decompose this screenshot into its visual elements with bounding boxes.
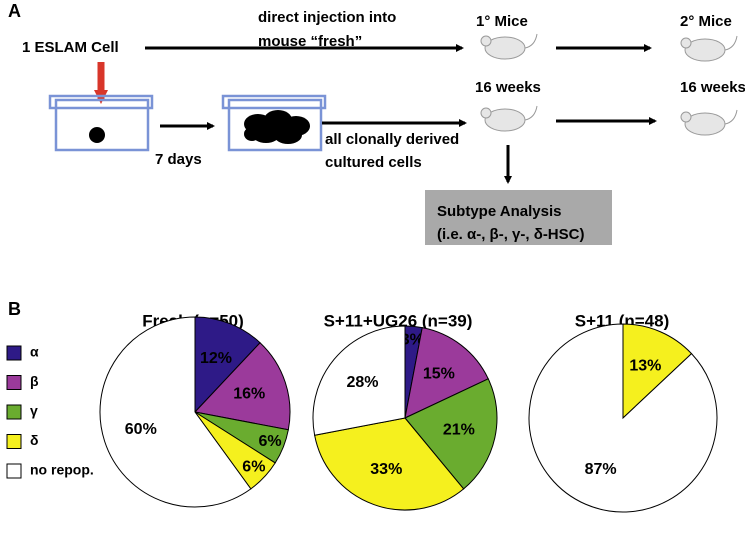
- analysis-label: (i.e. α-, β-, γ-, δ-HSC): [437, 226, 584, 243]
- time-label: 7 days: [155, 151, 202, 168]
- slice-label: 60%: [125, 421, 157, 438]
- panel-label: A: [8, 1, 21, 21]
- slice-label: 28%: [346, 374, 378, 391]
- legend-swatch: [6, 434, 22, 449]
- panel-label: B: [8, 299, 21, 319]
- pie-slice: [404, 378, 498, 490]
- panel-a: A 1 ESLAM Cell direct injection into mou…: [8, 1, 745, 245]
- analysis-box: [425, 190, 612, 245]
- legend-label: no repop.: [30, 462, 94, 478]
- slice-label: 6%: [259, 433, 282, 450]
- cell: [89, 127, 105, 143]
- legend-label: γ: [30, 403, 38, 419]
- slice-label: 87%: [585, 461, 617, 478]
- chart-title: S+11+UG26 (n=39): [324, 311, 473, 330]
- mice-label: 1° Mice: [476, 13, 528, 30]
- culture-dish: [48, 94, 327, 152]
- legend-swatch: [6, 345, 22, 361]
- cultured-label: cultured cells: [325, 154, 422, 171]
- pie-slice: [99, 316, 252, 508]
- legend-label: α: [30, 344, 39, 360]
- pie-slice: [194, 316, 261, 414]
- pie-slice: [622, 323, 693, 420]
- chart-title: S+11 (n=48): [575, 311, 670, 330]
- slice-label: 15%: [423, 366, 455, 383]
- legend-swatch: [6, 463, 22, 479]
- pie-slice: [312, 325, 406, 436]
- slice-label: 21%: [443, 421, 475, 438]
- slice-label: 3%: [401, 331, 424, 348]
- legend-swatch: [6, 404, 22, 420]
- slice-label: 33%: [370, 461, 402, 478]
- legend-swatch: [6, 375, 22, 390]
- legend-label: β: [30, 373, 39, 389]
- analysis-label: Subtype Analysis: [437, 203, 561, 220]
- pie-slice: [528, 323, 718, 513]
- cell-cluster: [244, 110, 310, 144]
- pie-slice: [194, 342, 291, 431]
- mice-label: 2° Mice: [680, 13, 732, 30]
- slice-label: 16%: [233, 386, 265, 403]
- weeks-label: 16 weeks: [475, 79, 541, 96]
- injection-label: direct injection into: [258, 9, 396, 26]
- cell-label: 1 ESLAM Cell: [22, 39, 119, 56]
- slice-label: 6%: [242, 458, 265, 475]
- pie-charts: Fresh (n=50)12%16%6%6%60%S+11+UG26 (n=39…: [99, 311, 718, 513]
- slice-label: 12%: [200, 350, 232, 367]
- pie-slice: [404, 327, 489, 419]
- slice-label: 13%: [629, 357, 661, 374]
- legend-label: δ: [30, 432, 39, 448]
- mouse-icon: [480, 33, 738, 136]
- weeks-label: 16 weeks: [680, 79, 745, 96]
- injection-label: mouse “fresh”: [258, 33, 362, 50]
- pie-slice: [314, 417, 465, 511]
- cultured-label: all clonally derived: [325, 131, 459, 148]
